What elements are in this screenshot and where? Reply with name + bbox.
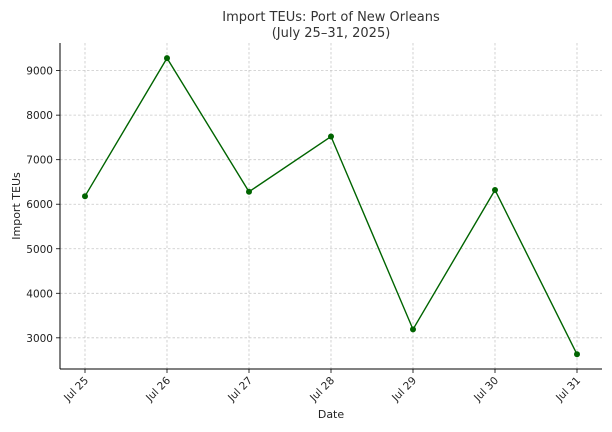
data-point (410, 326, 416, 333)
x-tick-label: Jul 28 (307, 375, 337, 405)
chart-title: Import TEUs: Port of New Orleans (222, 10, 440, 25)
chart-subtitle: (July 25–31, 2025) (272, 26, 391, 41)
data-point (164, 55, 170, 62)
x-tick-label: Jul 26 (143, 374, 173, 404)
y-tick-label: 4000 (26, 288, 53, 300)
data-point (574, 351, 580, 358)
y-tick-label: 6000 (26, 199, 53, 211)
x-axis-label: Date (318, 408, 345, 421)
axes: 3000 4000 5000 6000 7000 8000 9000 Jul 25 Jul 26… (26, 43, 602, 405)
x-tick-label: Jul 29 (389, 375, 419, 405)
y-tick-label: 5000 (26, 244, 53, 256)
data-point (492, 186, 498, 193)
y-tick-label: 7000 (26, 155, 53, 167)
data-point (246, 188, 252, 195)
y-axis-label: Import TEUs (10, 172, 23, 240)
x-tick-label: Jul 30 (471, 375, 501, 405)
x-tick-label: Jul 25 (61, 375, 91, 405)
y-tick-label: 3000 (26, 333, 53, 345)
y-tick-label: 8000 (26, 110, 53, 122)
x-tick-label: Jul 27 (225, 375, 255, 405)
grid-lines (60, 43, 602, 369)
x-tick-label: Jul 31 (553, 375, 583, 405)
series-layer (82, 55, 580, 358)
y-tick-label: 9000 (26, 66, 53, 78)
data-point (328, 133, 334, 140)
data-point (82, 193, 88, 200)
